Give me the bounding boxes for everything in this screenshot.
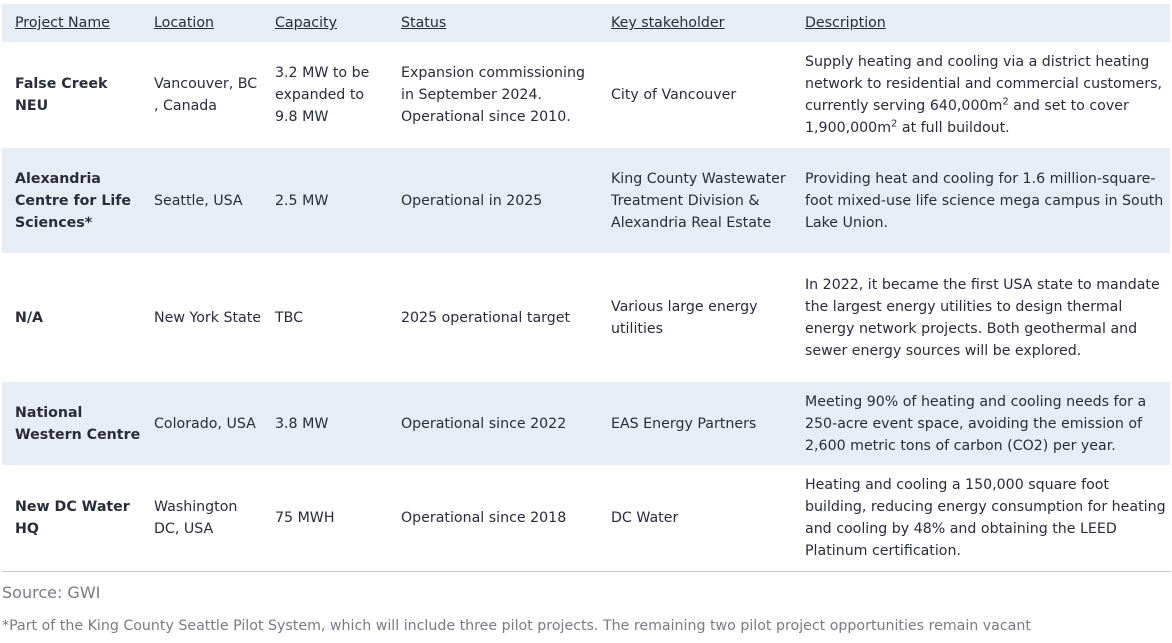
- status: 2025 operational target: [401, 309, 571, 326]
- description: In 2022, it became the first USA state t…: [805, 276, 1160, 359]
- status: Operational since 2022: [388, 382, 598, 465]
- capacity: 3.2 MW to be expanded to 9.8 MW: [275, 65, 370, 125]
- location: Seattle, USA: [141, 148, 262, 253]
- stakeholder: DC Water: [611, 510, 679, 526]
- footnote: *Part of the King County Seattle Pilot S…: [2, 618, 1031, 634]
- capacity: 75 MWH: [275, 510, 335, 526]
- capacity: TBC: [275, 309, 304, 326]
- table-row: False Creek NEU Vancouver, BC , Canada 3…: [2, 42, 1170, 148]
- superscript: 2: [891, 118, 898, 130]
- capacity: 3.8 MW: [262, 382, 388, 465]
- location: Washington DC, USA: [154, 499, 238, 537]
- projects-table: Project Name Location Capacity Status Ke…: [2, 4, 1170, 571]
- stakeholder: Various large energy utilities: [611, 298, 758, 337]
- description-text: and set to cover 1,900,000m: [805, 98, 1129, 136]
- superscript: 2: [1002, 96, 1009, 108]
- stakeholder: EAS Energy Partners: [598, 382, 792, 465]
- divider: [2, 571, 1170, 572]
- project-name: National Western Centre: [2, 382, 141, 465]
- header-key-stakeholder: Key stakeholder: [598, 4, 792, 42]
- table-row: N/A New York State TBC 2025 operational …: [2, 253, 1170, 382]
- header-capacity: Capacity: [262, 4, 388, 42]
- description: Supply heating and cooling via a distric…: [792, 42, 1170, 148]
- stakeholder: King County Wastewater Treatment Divisio…: [598, 148, 792, 253]
- table-row: National Western Centre Colorado, USA 3.…: [2, 382, 1170, 465]
- table-row: Alexandria Centre for Life Sciences* Sea…: [2, 148, 1170, 253]
- description: Providing heat and cooling for 1.6 milli…: [792, 148, 1170, 253]
- description-text: Supply heating and cooling via a distric…: [805, 54, 1163, 114]
- description-text: at full buildout.: [897, 120, 1010, 136]
- header-description: Description: [792, 4, 1170, 42]
- header-location: Location: [141, 4, 262, 42]
- capacity: 2.5 MW: [262, 148, 388, 253]
- location: Colorado, USA: [141, 382, 262, 465]
- header-status: Status: [388, 4, 598, 42]
- project-name: N/A: [15, 309, 44, 326]
- stakeholder: City of Vancouver: [611, 87, 737, 103]
- table-row: New DC Water HQ Washington DC, USA 75 MW…: [2, 465, 1170, 571]
- project-name: New DC Water HQ: [15, 499, 130, 537]
- project-name: Alexandria Centre for Life Sciences*: [2, 148, 141, 253]
- status: Operational since 2018: [401, 510, 567, 526]
- status: Operational in 2025: [388, 148, 598, 253]
- project-name: False Creek NEU: [15, 76, 108, 114]
- location: New York State: [154, 309, 262, 326]
- header-project-name: Project Name: [2, 4, 141, 42]
- source-note: Source: GWI: [2, 583, 101, 602]
- description: Heating and cooling a 150,000 square foo…: [805, 477, 1166, 559]
- header-row: Project Name Location Capacity Status Ke…: [2, 4, 1170, 42]
- location: Vancouver, BC , Canada: [154, 76, 258, 114]
- description: Meeting 90% of heating and cooling needs…: [792, 382, 1170, 465]
- status: Expansion commissioning in September 202…: [401, 65, 585, 125]
